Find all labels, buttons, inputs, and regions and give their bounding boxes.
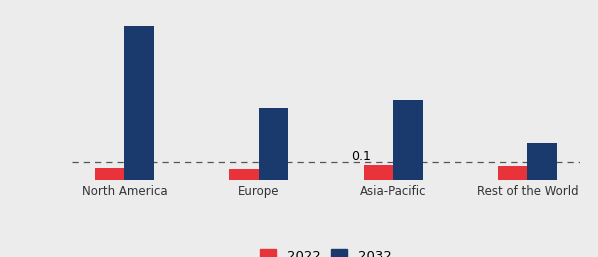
- Bar: [364, 164, 393, 180]
- Text: 0.1: 0.1: [351, 150, 371, 163]
- Bar: [393, 100, 423, 180]
- Bar: [259, 108, 288, 180]
- Bar: [124, 26, 154, 180]
- Bar: [498, 166, 527, 180]
- Bar: [229, 169, 259, 180]
- Legend: 2022, 2032: 2022, 2032: [255, 244, 396, 257]
- Bar: [527, 143, 557, 180]
- Bar: [95, 168, 124, 180]
